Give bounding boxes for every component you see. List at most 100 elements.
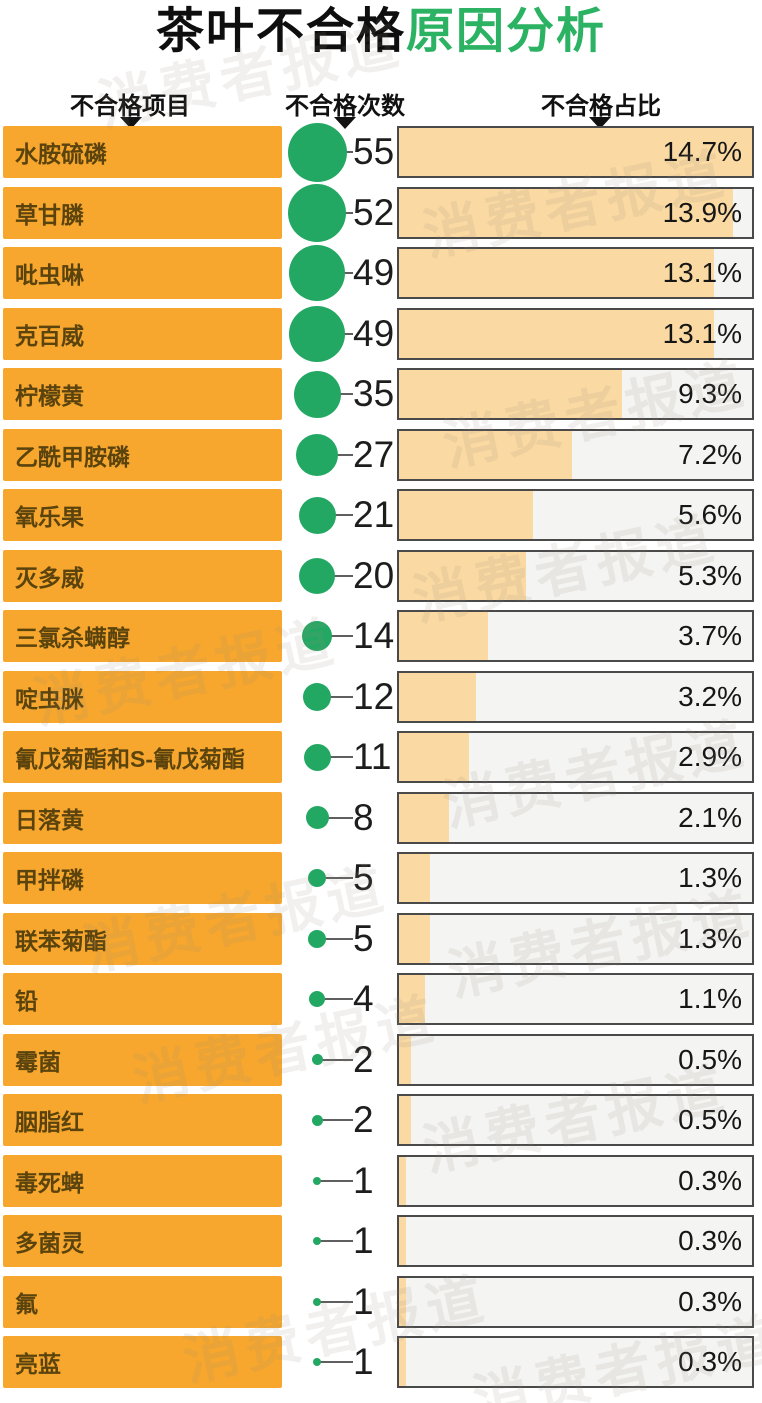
count-cell: 5: [285, 913, 397, 965]
count-value: 5: [353, 857, 374, 898]
percent-value: 0.5%: [678, 1104, 742, 1135]
column-header-share: 不合格占比: [541, 93, 661, 120]
count-connector-line: [317, 998, 353, 1000]
count-cell: 1: [285, 1276, 397, 1328]
percent-bar: 13.1%: [397, 307, 754, 360]
item-label: 甲拌磷: [3, 852, 282, 904]
item-label: 氧乐果: [3, 489, 282, 541]
table-row: 啶虫脒 12 3.2%: [0, 670, 762, 732]
count-value: 11: [353, 736, 392, 777]
count-bubble-icon: [289, 245, 345, 301]
rows: 水胺硫磷 55 14.7% 草甘膦 52 13.9% 吡虫啉 49: [0, 122, 762, 1397]
percent-value: 0.3%: [678, 1346, 742, 1377]
percent-bar-fill: [399, 1217, 407, 1265]
count-connector-line: [317, 635, 353, 637]
count-cell: 8: [285, 792, 397, 844]
count-cell: 1: [285, 1336, 397, 1388]
count-value: 8: [353, 796, 374, 838]
percent-value: 3.7%: [678, 620, 742, 651]
percent-value: 1.3%: [678, 862, 742, 893]
count-value: 1: [353, 1220, 374, 1261]
item-label: 三氯杀螨醇: [3, 610, 282, 662]
percent-bar-fill: [399, 430, 572, 479]
percent-bar: 14.7%: [397, 126, 754, 178]
count-cell: 2: [285, 1094, 397, 1146]
percent-bar: 0.5%: [397, 1094, 754, 1146]
count-bubble-icon: [308, 869, 326, 887]
table-row: 氟 1 0.3%: [0, 1275, 762, 1337]
item-label: 克百威: [3, 307, 282, 360]
percent-value: 3.2%: [678, 680, 742, 712]
count-connector-line: [317, 574, 353, 577]
count-bubble-icon: [311, 1114, 323, 1126]
item-label: 氰戊菊酯和S-氰戊菊酯: [3, 731, 282, 783]
count-connector-line: [317, 816, 353, 819]
count-bubble-icon: [299, 557, 335, 594]
table-row: 联苯菊酯 5 1.3%: [0, 912, 762, 974]
count-cell: 12: [285, 671, 397, 723]
column-header-count: 不合格次数: [285, 93, 405, 120]
count-bubble-icon: [298, 496, 336, 534]
item-label: 铅: [3, 973, 282, 1025]
table-row: 吡虫啉 49 13.1%: [0, 245, 762, 308]
item-label: 霉菌: [3, 1033, 282, 1086]
percent-value: 5.3%: [678, 559, 742, 591]
table-row: 灭多威 20 5.3%: [0, 549, 762, 611]
percent-value: 7.2%: [678, 438, 742, 470]
percent-value: 2.1%: [678, 801, 742, 833]
table-row: 草甘膦 52 13.9%: [0, 183, 762, 248]
count-value: 12: [353, 675, 395, 717]
table-row: 胭脂红 2 0.5%: [0, 1094, 762, 1155]
count-value: 21: [353, 494, 395, 535]
count-value: 1: [353, 1159, 374, 1201]
count-bubble-icon: [293, 370, 341, 418]
percent-bar-fill: [399, 491, 534, 539]
item-label: 日落黄: [3, 791, 282, 844]
table-row: 霉菌 2 0.5%: [0, 1033, 762, 1095]
table-row: 克百威 49 13.1%: [0, 305, 762, 369]
count-value: 55: [353, 131, 395, 172]
count-cell: 2: [285, 1034, 397, 1086]
percent-bar: 13.1%: [397, 247, 754, 299]
percent-bar-fill: [399, 1338, 407, 1386]
percent-bar: 7.2%: [397, 428, 754, 481]
count-bubble-icon: [305, 806, 329, 829]
count-bubble-icon: [309, 991, 325, 1007]
percent-bar-fill: [399, 551, 527, 600]
count-value: 2: [353, 1099, 374, 1140]
item-label: 氟: [3, 1275, 282, 1328]
percent-bar: 2.1%: [397, 791, 754, 844]
percent-value: 13.1%: [662, 317, 742, 349]
count-cell: 1: [285, 1155, 397, 1207]
item-label: 啶虫脒: [3, 670, 282, 723]
count-connector-line: [317, 1240, 353, 1242]
count-cell: 27: [285, 429, 397, 481]
percent-bar: 1.1%: [397, 973, 754, 1025]
count-cell: 1: [285, 1215, 397, 1267]
percent-bar: 1.3%: [397, 912, 754, 965]
percent-value: 5.6%: [678, 499, 742, 530]
item-label: 乙酰甲胺磷: [3, 428, 282, 481]
percent-bar-fill: [399, 1277, 407, 1326]
count-value: 1: [353, 1280, 374, 1322]
item-label: 灭多威: [3, 549, 282, 602]
percent-bar-fill: [399, 854, 431, 902]
percent-bar: 1.3%: [397, 852, 754, 904]
count-value: 35: [353, 373, 395, 414]
percent-value: 0.5%: [678, 1043, 742, 1075]
table-row: 亮蓝 1 0.3%: [0, 1336, 762, 1397]
title-green-part: 原因分析: [406, 5, 607, 58]
percent-value: 1.1%: [678, 983, 742, 1014]
percent-bar-fill: [399, 733, 469, 781]
percent-value: 0.3%: [678, 1225, 742, 1256]
count-cell: 35: [285, 368, 397, 420]
percent-bar: 0.3%: [397, 1336, 754, 1388]
count-connector-line: [317, 1058, 353, 1061]
count-bubble-icon: [303, 682, 331, 711]
table-row: 三氯杀螨醇 14 3.7%: [0, 610, 762, 671]
count-value: 14: [353, 615, 395, 656]
percent-value: 1.3%: [678, 922, 742, 954]
percent-bar-fill: [399, 1156, 407, 1205]
count-cell: 52: [285, 183, 397, 242]
